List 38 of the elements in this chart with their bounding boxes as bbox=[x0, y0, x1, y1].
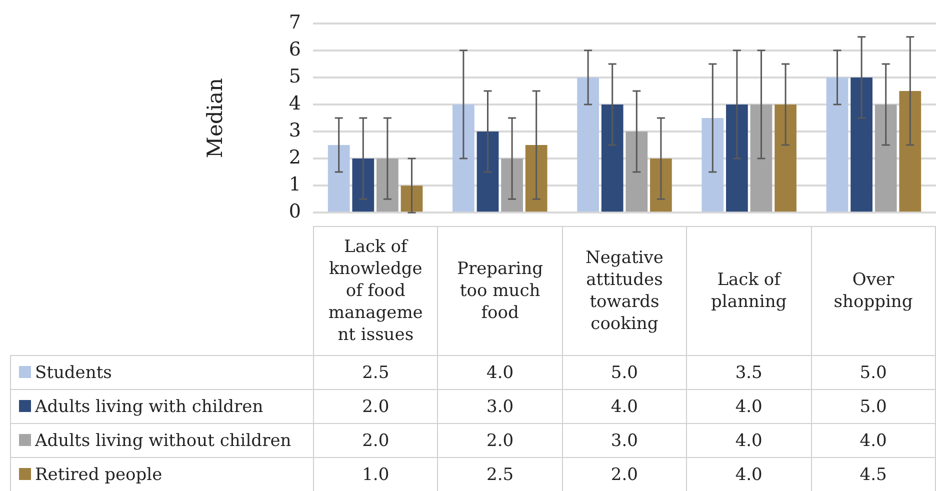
y-tick-label: 2 bbox=[288, 146, 301, 168]
legend-label: Retired people bbox=[10, 458, 314, 491]
data-label: 2.0 bbox=[313, 390, 438, 424]
y-tick-label: 0 bbox=[288, 200, 301, 223]
data-label: 4.0 bbox=[562, 390, 687, 424]
y-tick-label: 4 bbox=[288, 92, 301, 114]
data-label: 4.0 bbox=[811, 424, 936, 458]
x-tick-label: Negative attitudes towards cooking bbox=[562, 226, 687, 356]
data-label: 4.0 bbox=[438, 356, 562, 390]
data-label: 3.5 bbox=[686, 356, 812, 390]
y-axis-title: Median bbox=[203, 78, 228, 158]
x-tick-label: Lack of planning bbox=[686, 226, 812, 356]
y-tick-label: 6 bbox=[288, 38, 301, 60]
data-label: 3.0 bbox=[562, 424, 687, 458]
data-label: 2.0 bbox=[562, 458, 687, 491]
x-tick-label: Preparing too much food bbox=[438, 226, 562, 356]
x-tick-label: Over shopping bbox=[811, 226, 936, 356]
data-label: 4.0 bbox=[686, 424, 812, 458]
data-label: 1.0 bbox=[313, 458, 438, 491]
data-label: 2.0 bbox=[438, 424, 562, 458]
data-label: 5.0 bbox=[811, 356, 936, 390]
data-label: 4.5 bbox=[811, 458, 936, 491]
data-label: 4.0 bbox=[686, 390, 812, 424]
y-tick-label: 1 bbox=[288, 174, 301, 196]
data-label: 2.0 bbox=[313, 424, 438, 458]
y-tick-label: 5 bbox=[288, 65, 301, 88]
data-label: 5.0 bbox=[811, 390, 936, 424]
legend-label: Students bbox=[10, 356, 314, 390]
data-label: 4.0 bbox=[686, 458, 812, 491]
data-label: 2.5 bbox=[438, 458, 562, 491]
x-tick-label: Lack of knowledge of food management issues bbox=[313, 226, 438, 356]
y-tick-label: 3 bbox=[288, 119, 301, 142]
data-label: 2.5 bbox=[313, 356, 438, 390]
data-label: 3.0 bbox=[438, 390, 562, 424]
data-label: 5.0 bbox=[562, 356, 687, 390]
y-tick-label: 7 bbox=[288, 11, 301, 34]
legend-label: Adults living without children bbox=[10, 424, 314, 458]
legend-label: Adults living with children bbox=[10, 390, 314, 424]
